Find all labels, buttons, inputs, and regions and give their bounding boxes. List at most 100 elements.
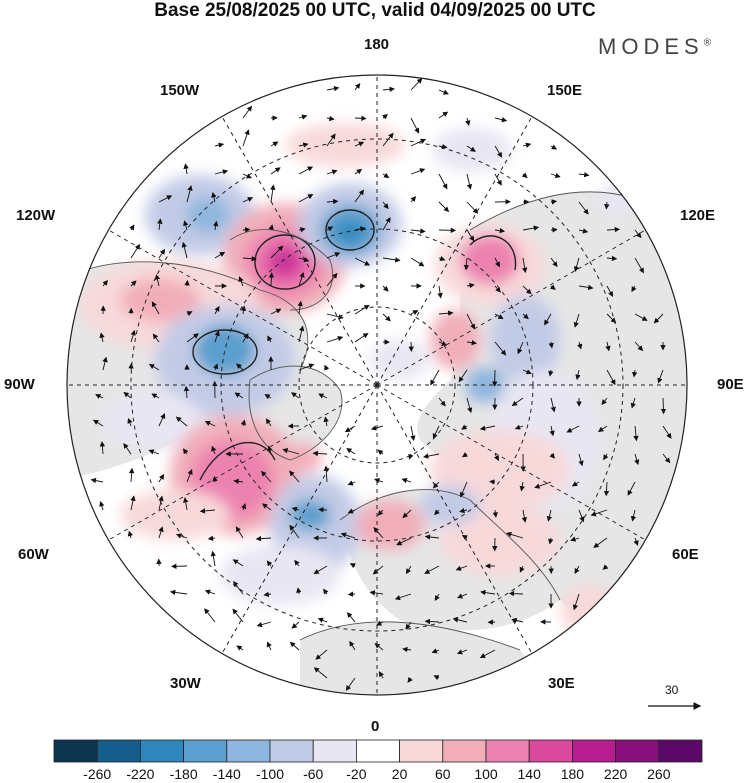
wind-vector	[232, 559, 244, 567]
wind-vector	[578, 509, 585, 523]
wind-vector	[633, 425, 639, 442]
wind-vector	[494, 173, 502, 186]
colorbar-tick-label: -260	[83, 766, 112, 782]
wind-vector	[95, 394, 104, 399]
wind-vector	[432, 481, 440, 489]
wind-vector	[630, 397, 636, 409]
wind-vector	[378, 671, 384, 679]
wind-vector	[291, 621, 300, 629]
wind-vector	[183, 220, 189, 231]
wind-vector	[266, 641, 272, 651]
wind-vector	[606, 255, 618, 262]
colorbar-tick-label: -220	[126, 766, 155, 782]
wind-vector	[405, 621, 412, 630]
wind-vector	[210, 550, 217, 567]
wind-vector	[466, 145, 476, 152]
wind-vector	[508, 590, 524, 597]
wind-vector	[634, 313, 648, 321]
wind-vector	[154, 274, 161, 287]
wind-vector	[494, 117, 508, 123]
wind-vector	[466, 282, 475, 289]
wind-vector	[340, 532, 356, 539]
wind-vector	[127, 417, 133, 427]
wind-vector	[256, 621, 272, 628]
wind-vector	[242, 173, 252, 179]
wind-vector	[130, 280, 137, 287]
wind-vector	[438, 89, 449, 95]
wind-vector	[270, 308, 282, 315]
wind-vector	[466, 397, 473, 414]
wind-vector	[323, 416, 329, 427]
wind-vector	[590, 509, 608, 517]
wind-vector	[242, 256, 257, 262]
wind-vector	[298, 271, 305, 287]
wind-vector	[402, 509, 412, 519]
brand-mark: ®	[703, 37, 712, 49]
wind-vector	[242, 227, 251, 233]
wind-vector	[633, 537, 639, 546]
wind-vector	[578, 201, 589, 215]
wind-vector	[264, 394, 272, 400]
wind-vector	[99, 332, 105, 343]
lon-label-120w: 120W	[16, 207, 56, 224]
wind-vector	[266, 560, 273, 567]
latitude-circle	[130, 138, 624, 632]
wind-vector	[548, 369, 554, 377]
meridian-line	[221, 384, 378, 654]
wind-vector	[326, 226, 334, 232]
wind-vector	[424, 618, 440, 625]
wind-vector	[296, 587, 302, 595]
wind-vector	[597, 425, 608, 432]
wind-vector	[181, 241, 188, 259]
wind-vector	[349, 563, 356, 569]
anomaly-negative	[220, 545, 340, 605]
wind-vector	[242, 105, 253, 119]
colorbar	[53, 739, 703, 763]
wind-vector	[571, 481, 580, 487]
wind-vector	[346, 612, 356, 623]
colorbar-swatch	[139, 739, 184, 763]
wind-vector	[326, 133, 336, 147]
wind-vector	[326, 335, 344, 343]
wind-vector	[270, 245, 284, 259]
colorbar-tick-label: 140	[517, 766, 541, 782]
wind-vector	[186, 185, 193, 203]
colorbar-tick-label: 60	[435, 766, 451, 782]
wind-vector	[267, 445, 273, 455]
wind-vector	[344, 425, 356, 433]
anomaly-negative	[370, 340, 430, 380]
meridian-line	[108, 384, 378, 541]
wind-vector	[265, 418, 272, 427]
wind-vector	[410, 196, 417, 203]
wind-vector	[211, 192, 217, 203]
wind-vector	[377, 449, 384, 456]
colorbar-tick-label: -100	[255, 766, 285, 782]
wind-vector	[169, 589, 188, 596]
wind-vector	[438, 340, 448, 346]
wind-vector	[212, 475, 218, 483]
meridian-line	[221, 116, 378, 386]
wind-vector	[158, 195, 173, 203]
wind-vector	[634, 257, 644, 274]
wind-vector	[631, 285, 637, 293]
wind-vector	[130, 329, 136, 343]
wind-vector	[204, 608, 216, 623]
wind-vector	[214, 169, 229, 175]
wind-vector	[606, 285, 614, 297]
wind-vector	[377, 509, 384, 516]
wind-vector	[354, 304, 370, 315]
wind-vector	[354, 333, 369, 343]
map-title: Base 25/08/2025 00 UTC, valid 04/09/2025…	[154, 0, 596, 21]
wind-vector	[99, 441, 106, 455]
wind-vector	[130, 495, 136, 511]
colorbar-swatch	[183, 739, 228, 763]
wind-vector	[240, 419, 246, 427]
wind-vector	[550, 199, 558, 205]
wind-vector	[548, 341, 554, 349]
wind-vector	[438, 201, 450, 213]
wind-vector	[514, 424, 524, 430]
wind-vector	[438, 173, 448, 190]
colorbar-tick-label: 220	[603, 766, 628, 782]
map-boundary	[66, 74, 688, 696]
wind-vector	[494, 285, 501, 293]
